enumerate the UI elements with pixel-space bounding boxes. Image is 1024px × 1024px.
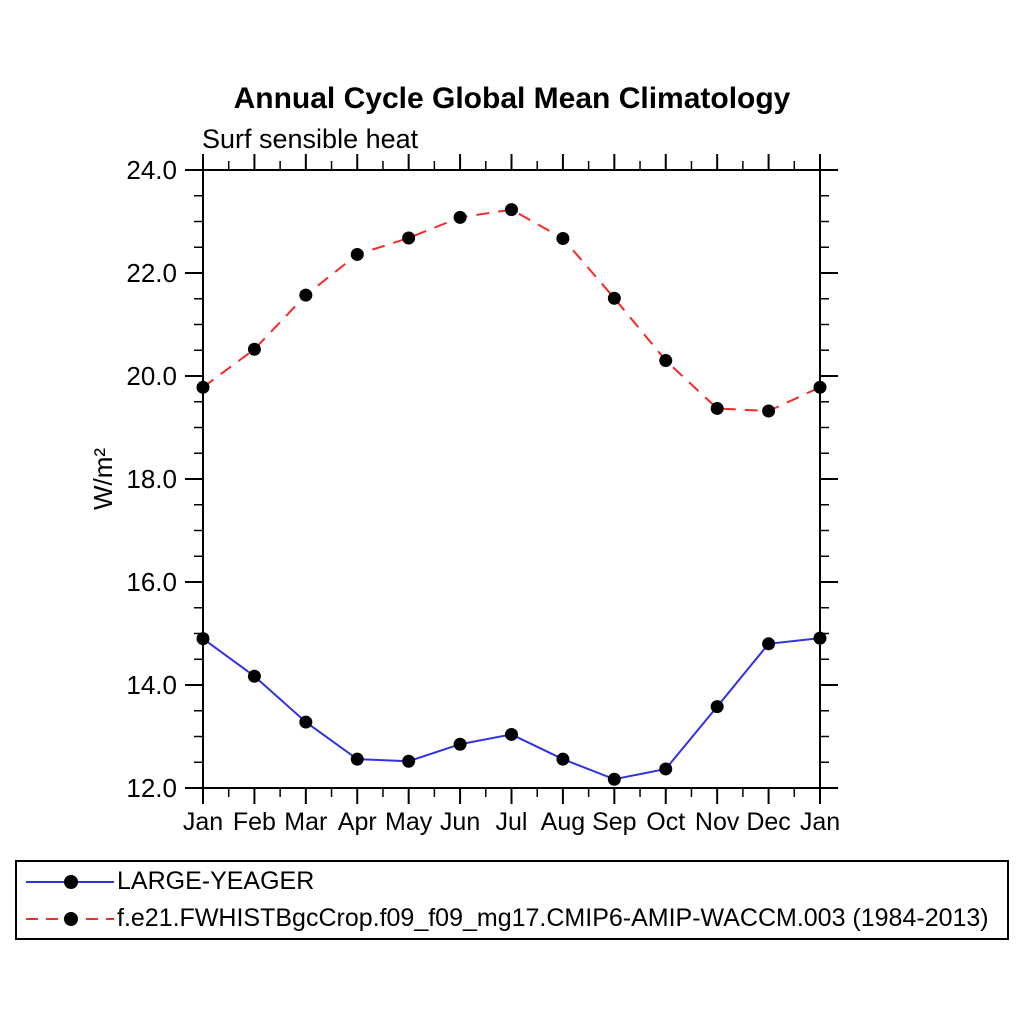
data-point-marker [402,231,416,245]
data-point-marker [710,401,724,415]
y-tick-label: 18.0 [126,464,177,494]
data-point-marker [505,203,518,217]
data-point-marker [710,700,724,714]
data-point-marker [453,737,467,751]
data-point-marker [659,762,673,776]
data-point-marker [247,342,261,356]
data-point-marker [813,380,827,394]
legend-line-sample-solid [26,874,114,889]
x-tick-label: Sep [592,808,636,836]
x-tick-label: Jan [183,808,223,836]
data-point-marker [607,772,621,786]
y-tick-label: 16.0 [126,567,177,597]
legend-label-large-yeager: LARGE-YEAGER [117,867,315,895]
x-tick-label: May [385,808,433,836]
chart-title: Annual Cycle Global Mean Climatology [233,82,791,115]
data-point-marker [762,637,776,651]
legend-label-model-run: f.e21.FWHISTBgcCrop.f09_f09_mg17.CMIP6-A… [117,904,989,932]
x-tick-label: Feb [233,808,276,836]
x-tick-label: Aug [541,808,585,836]
legend-row-model-run: f.e21.FWHISTBgcCrop.f09_f09_mg17.CMIP6-A… [17,904,1007,934]
circle-marker-icon [64,911,78,926]
y-tick-label: 12.0 [126,773,177,803]
data-point-marker [350,247,364,261]
y-tick-label: 22.0 [126,258,177,288]
data-point-marker [299,288,313,302]
y-tick-label: 24.0 [126,155,177,185]
legend: LARGE-YEAGER f.e21.FWHISTBgcCrop.f09_f09… [15,860,1009,940]
chart-subtitle: Surf sensible heat [202,124,419,154]
y-tick-label: 14.0 [126,670,177,700]
x-tick-label: Dec [746,808,790,836]
data-point-marker [453,210,467,224]
data-point-marker [659,354,673,368]
x-tick-label: Apr [338,808,377,836]
data-point-marker [299,715,313,729]
data-point-marker [607,291,621,305]
series-line-0 [202,637,821,781]
x-tick-label: Mar [284,808,327,836]
data-point-marker [813,631,827,645]
y-tick-label: 20.0 [126,361,177,391]
legend-row-large-yeager: LARGE-YEAGER [17,867,1007,897]
series-line-1 [202,208,821,413]
data-point-marker [762,404,776,418]
circle-marker-icon [64,874,78,889]
x-tick-label: Oct [646,808,685,836]
data-point-marker [350,752,364,766]
x-tick-label: Jul [496,808,528,836]
x-tick-label: Nov [695,808,740,836]
data-point-marker [402,754,416,768]
x-tick-label: Jan [800,808,840,836]
data-point-marker [556,231,570,245]
data-point-marker [196,380,210,394]
legend-line-sample-dashed [26,911,114,926]
data-point-marker [247,669,261,683]
data-point-marker [196,632,210,646]
x-tick-label: Jun [440,808,480,836]
data-point-marker [556,752,570,766]
data-point-marker [505,727,518,741]
